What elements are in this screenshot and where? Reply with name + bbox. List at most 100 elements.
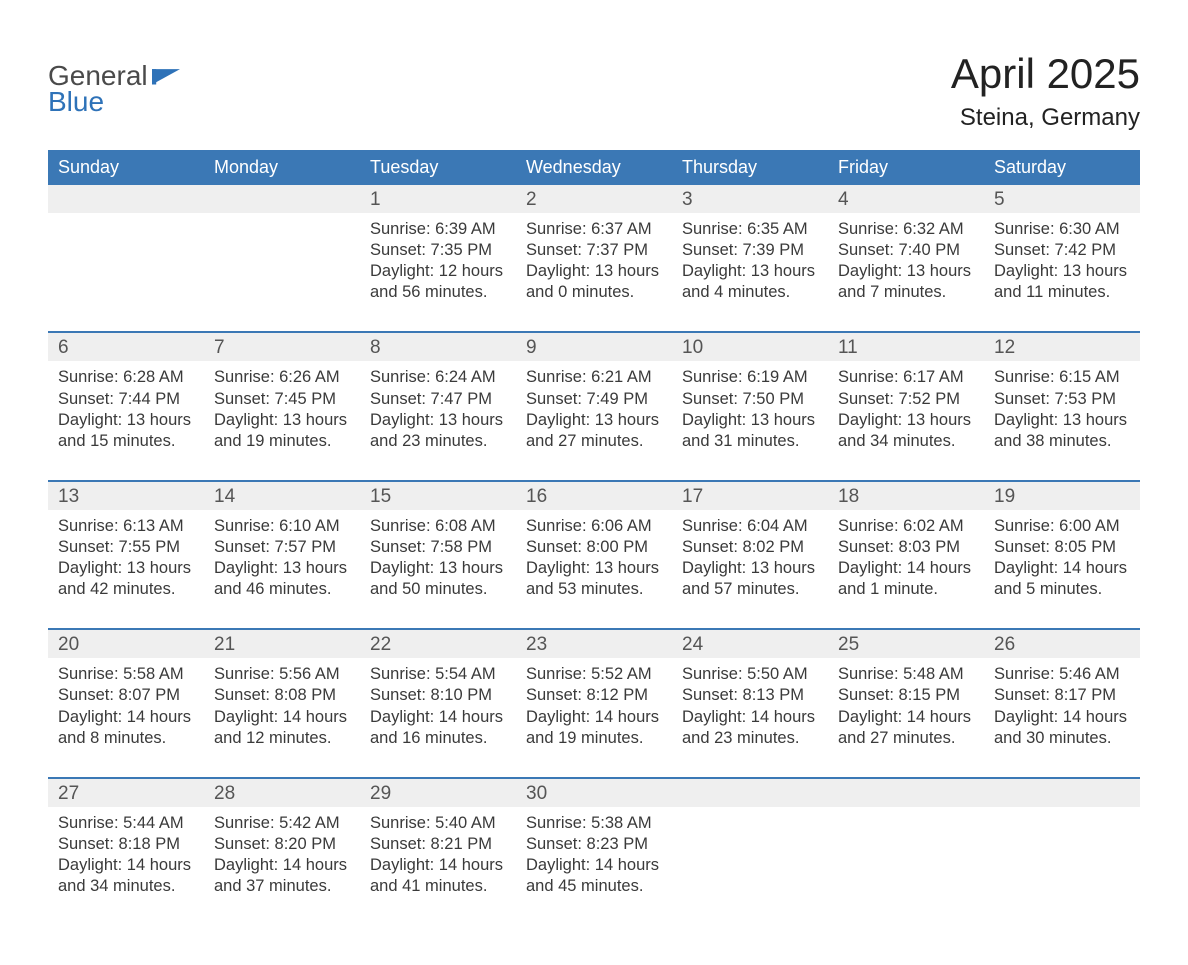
day-number: 8 [360, 333, 516, 361]
day-line: Daylight: 13 hours [214, 410, 350, 431]
day-cell: Sunrise: 5:38 AMSunset: 8:23 PMDaylight:… [516, 807, 672, 925]
day-line: Sunset: 7:58 PM [370, 537, 506, 558]
day-number: 13 [48, 482, 204, 510]
day-line: Daylight: 14 hours [838, 558, 974, 579]
day-line: Sunset: 7:42 PM [994, 240, 1130, 261]
day-line: Sunset: 8:03 PM [838, 537, 974, 558]
header: General Blue April 2025 Steina, Germany [48, 50, 1140, 132]
day-line: Daylight: 13 hours [58, 410, 194, 431]
day-line: Daylight: 14 hours [370, 707, 506, 728]
day-cell: Sunrise: 5:46 AMSunset: 8:17 PMDaylight:… [984, 658, 1140, 776]
day-line: Sunset: 8:18 PM [58, 834, 194, 855]
day-cell: Sunrise: 6:08 AMSunset: 7:58 PMDaylight:… [360, 510, 516, 628]
day-line: Sunset: 8:08 PM [214, 685, 350, 706]
day-number: 29 [360, 779, 516, 807]
day-line: and 27 minutes. [838, 728, 974, 749]
day-line: Daylight: 12 hours [370, 261, 506, 282]
day-header: Monday [204, 150, 360, 185]
day-cell: Sunrise: 6:35 AMSunset: 7:39 PMDaylight:… [672, 213, 828, 331]
day-number: 25 [828, 630, 984, 658]
day-number [984, 779, 1140, 807]
day-number: 4 [828, 185, 984, 213]
day-line: Daylight: 13 hours [994, 261, 1130, 282]
day-line: Sunset: 7:50 PM [682, 389, 818, 410]
day-line: and 38 minutes. [994, 431, 1130, 452]
day-line: Sunset: 7:49 PM [526, 389, 662, 410]
day-cell: Sunrise: 6:37 AMSunset: 7:37 PMDaylight:… [516, 213, 672, 331]
day-line: Sunrise: 5:58 AM [58, 664, 194, 685]
day-line: and 34 minutes. [838, 431, 974, 452]
day-number: 30 [516, 779, 672, 807]
day-number: 6 [48, 333, 204, 361]
day-number-row: 6789101112 [48, 333, 1140, 361]
day-number: 16 [516, 482, 672, 510]
day-number-row: 13141516171819 [48, 482, 1140, 510]
day-line: Sunrise: 6:17 AM [838, 367, 974, 388]
day-header: Sunday [48, 150, 204, 185]
day-number: 19 [984, 482, 1140, 510]
day-number [828, 779, 984, 807]
day-body-row: Sunrise: 5:58 AMSunset: 8:07 PM Daylight:… [48, 658, 1140, 776]
day-line: Sunset: 7:44 PM [58, 389, 194, 410]
day-cell: Sunrise: 5:48 AMSunset: 8:15 PMDaylight:… [828, 658, 984, 776]
day-number: 20 [48, 630, 204, 658]
day-cell: Sunrise: 6:06 AMSunset: 8:00 PMDaylight:… [516, 510, 672, 628]
day-line: and 19 minutes. [526, 728, 662, 749]
day-number: 18 [828, 482, 984, 510]
day-line: and 4 minutes. [682, 282, 818, 303]
day-line: Sunrise: 6:13 AM [58, 516, 194, 537]
day-line: Sunrise: 6:15 AM [994, 367, 1130, 388]
day-cell [204, 213, 360, 331]
day-number: 5 [984, 185, 1140, 213]
day-cell: Sunrise: 5:54 AMSunset: 8:10 PMDaylight:… [360, 658, 516, 776]
day-line: Sunrise: 5:48 AM [838, 664, 974, 685]
day-line: Daylight: 13 hours [994, 410, 1130, 431]
day-cell: Sunrise: 6:26 AMSunset: 7:45 PMDaylight:… [204, 361, 360, 479]
day-line: Sunrise: 6:10 AM [214, 516, 350, 537]
day-line: Daylight: 14 hours [526, 855, 662, 876]
day-cell: Sunrise: 6:19 AMSunset: 7:50 PMDaylight:… [672, 361, 828, 479]
day-line: and 45 minutes. [526, 876, 662, 897]
day-line: and 34 minutes. [58, 876, 194, 897]
day-line: Sunrise: 6:26 AM [214, 367, 350, 388]
week: 13141516171819 Sunrise: 6:13 AM Sunset: 7:… [48, 480, 1140, 628]
day-line: Sunset: 7:52 PM [838, 389, 974, 410]
location-subtitle: Steina, Germany [951, 104, 1140, 132]
day-line: and 16 minutes. [370, 728, 506, 749]
day-number: 21 [204, 630, 360, 658]
day-line: and 5 minutes. [994, 579, 1130, 600]
day-line: and 19 minutes. [214, 431, 350, 452]
day-line: and 11 minutes. [994, 282, 1130, 303]
day-line: Sunset: 7:47 PM [370, 389, 506, 410]
day-cell: Sunrise: 5:58 AMSunset: 8:07 PMDaylight:… [48, 658, 204, 776]
day-line: and 56 minutes. [370, 282, 506, 303]
day-line: Daylight: 13 hours [526, 261, 662, 282]
day-headers-row: Sunday Monday Tuesday Wednesday Thursday… [48, 150, 1140, 185]
day-line: and 0 minutes. [526, 282, 662, 303]
day-cell: Sunrise: 5:56 AMSunset: 8:08 PMDaylight:… [204, 658, 360, 776]
day-line: and 53 minutes. [526, 579, 662, 600]
day-line: Sunset: 8:07 PM [58, 685, 194, 706]
day-cell [48, 213, 204, 331]
day-number-row: 20212223242526 [48, 630, 1140, 658]
day-number [48, 185, 204, 213]
day-cell: Sunrise: 5:42 AMSunset: 8:20 PMDaylight:… [204, 807, 360, 925]
day-body-row: Sunrise: 6:28 AMSunset: 7:44 PMDaylight:… [48, 361, 1140, 479]
day-line: Sunrise: 6:00 AM [994, 516, 1130, 537]
day-cell [984, 807, 1140, 925]
day-cell: Sunrise: 6:28 AMSunset: 7:44 PMDaylight:… [48, 361, 204, 479]
day-number: 9 [516, 333, 672, 361]
day-body-row: Sunrise: 5:44 AMSunset: 8:18 PMDaylight:… [48, 807, 1140, 925]
day-cell: Sunrise: 6:10 AMSunset: 7:57 PMDaylight:… [204, 510, 360, 628]
day-number: 3 [672, 185, 828, 213]
day-header: Saturday [984, 150, 1140, 185]
week: 6789101112Sunrise: 6:28 AMSunset: 7:44 P… [48, 331, 1140, 479]
day-number: 11 [828, 333, 984, 361]
day-header: Tuesday [360, 150, 516, 185]
day-line: Sunset: 8:13 PM [682, 685, 818, 706]
day-line: and 7 minutes. [838, 282, 974, 303]
day-line: Sunrise: 6:02 AM [838, 516, 974, 537]
day-line: Sunset: 8:10 PM [370, 685, 506, 706]
day-line: Daylight: 14 hours [526, 707, 662, 728]
day-line: Sunset: 7:40 PM [838, 240, 974, 261]
